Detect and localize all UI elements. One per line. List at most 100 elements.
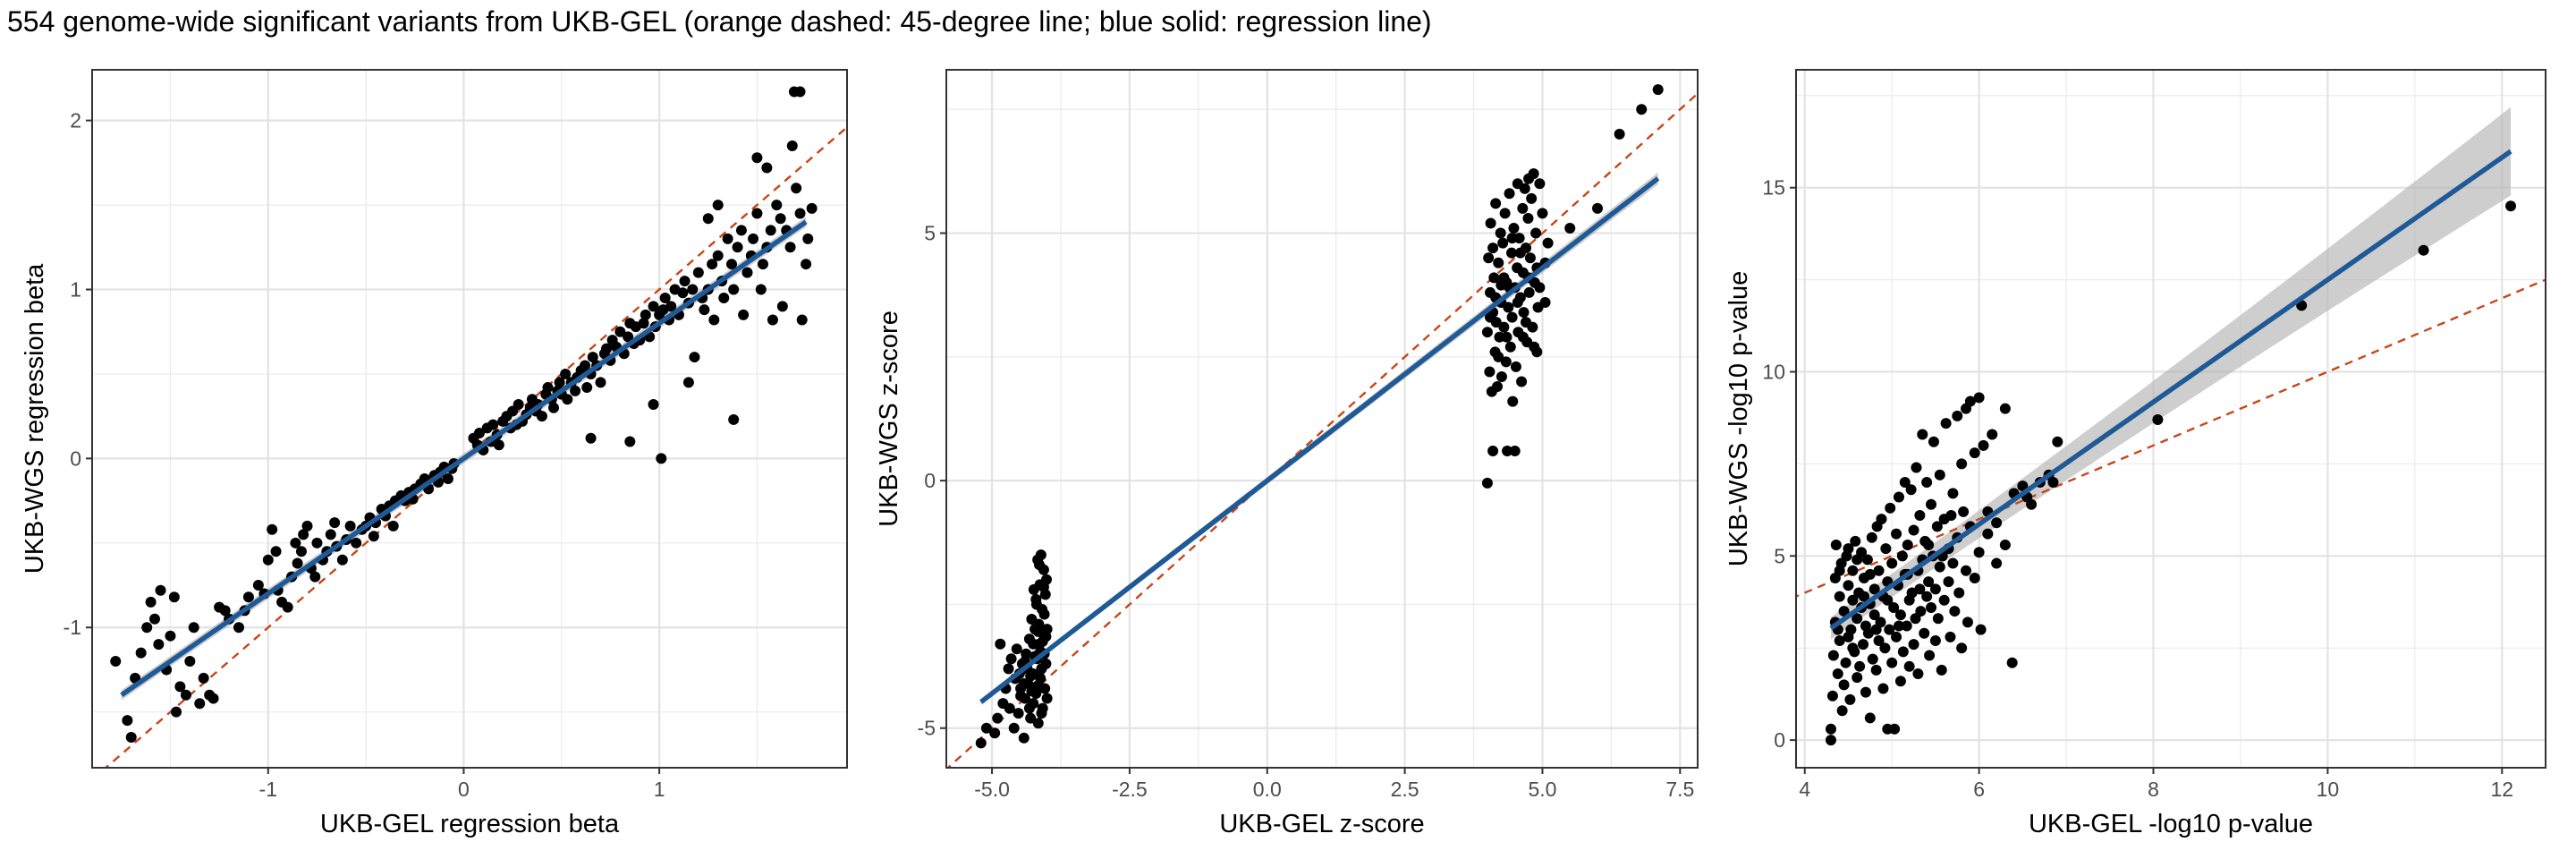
data-point [1033, 668, 1045, 679]
x-tick-label: 6 [1973, 778, 1985, 801]
data-point [141, 622, 153, 634]
y-tick-label: 5 [924, 222, 936, 245]
data-point [1961, 565, 1972, 576]
data-point [801, 259, 812, 270]
data-point [1481, 327, 1493, 338]
data-point [1844, 693, 1856, 705]
data-point [1934, 561, 1945, 573]
data-point [1905, 484, 1917, 496]
data-point [135, 647, 147, 659]
data-point [755, 284, 767, 295]
x-tick-label: -5.0 [974, 778, 1010, 801]
data-point [1534, 282, 1546, 293]
data-point [219, 605, 231, 617]
data-points [975, 84, 1664, 749]
data-point [548, 402, 560, 413]
grid [92, 70, 847, 768]
data-point [728, 284, 740, 295]
data-point [1496, 370, 1507, 382]
data-point [794, 208, 806, 219]
panel-border [945, 69, 1699, 769]
data-point [1885, 502, 1896, 514]
data-point [1929, 634, 1941, 646]
data-point [1517, 202, 1529, 214]
data-point [1899, 477, 1911, 489]
data-point [148, 613, 160, 625]
data-point [1028, 638, 1039, 650]
data-point [1636, 104, 1648, 115]
y-tick-label: 5 [1774, 544, 1785, 567]
data-point [562, 394, 573, 405]
data-point [980, 722, 992, 734]
data-point [1018, 732, 1030, 744]
data-point [1526, 192, 1538, 204]
data-point [1873, 565, 1885, 576]
y-tick-label: 0 [924, 469, 936, 492]
data-point [1512, 297, 1523, 308]
x-tick-label: 0.0 [1253, 778, 1282, 801]
data-point [1903, 660, 1915, 672]
data-point [1921, 591, 1933, 602]
data-point [712, 200, 724, 211]
data-point [336, 554, 348, 566]
data-point [1949, 606, 1961, 617]
data-point [1040, 631, 1052, 642]
data-point [1035, 549, 1046, 561]
data-point [1882, 594, 1894, 606]
data-point [1884, 624, 1895, 635]
data-point [1962, 617, 1973, 628]
data-point [1880, 543, 1892, 555]
data-point [692, 267, 704, 278]
data-point [155, 584, 166, 596]
data-point [1524, 252, 1536, 264]
data-point [1870, 624, 1882, 635]
data-point [648, 301, 659, 312]
data-point [1889, 723, 1901, 735]
data-point [1025, 712, 1037, 724]
data-point [145, 596, 157, 608]
data-point [1879, 642, 1891, 654]
data-point [2052, 436, 2063, 447]
x-axis-title: UKB-GEL -log10 p-value [2029, 810, 2313, 838]
data-point [1521, 317, 1531, 328]
data-point [595, 377, 606, 388]
data-point [722, 233, 733, 244]
data-point [1495, 227, 1506, 239]
data-point [513, 398, 524, 410]
y-tick-label: 0 [70, 447, 81, 470]
data-point [351, 537, 362, 549]
regression-line [1829, 149, 2512, 631]
data-point [1834, 634, 1845, 646]
y-tick-label: -5 [918, 717, 936, 740]
data-point [1864, 568, 1876, 580]
data-point [679, 276, 691, 287]
data-point [601, 343, 613, 354]
data-point [624, 436, 636, 447]
data-point [329, 517, 341, 529]
x-axis-title: UKB-GEL z-score [1219, 810, 1424, 838]
data-point [1840, 657, 1852, 668]
grid [946, 70, 1698, 768]
data-point [1886, 557, 1898, 569]
data-point [1843, 543, 1854, 555]
data-point [689, 352, 700, 363]
data-point [2047, 477, 2059, 489]
data-point [1507, 395, 1519, 407]
data-point [1867, 653, 1878, 665]
data-point [1501, 331, 1513, 343]
data-point [325, 529, 336, 540]
data-point [1506, 233, 1518, 244]
data-point [1522, 212, 1534, 224]
data-point [1973, 392, 1985, 404]
y-axis-title: UKB-WGS z-score [875, 310, 903, 527]
data-point [1534, 178, 1546, 190]
chart-panel-2: -5.0 -2.5 0.0 2.5 5.0 7.5 -5 0 5 UKB-GEL z-score U… [875, 69, 1699, 838]
data-point [1519, 183, 1530, 194]
x-tick-label: 0 [458, 778, 470, 801]
data-point [1945, 631, 1956, 642]
plot-area [1796, 106, 2546, 746]
data-point [1011, 643, 1022, 655]
data-point [1023, 702, 1035, 714]
data-point [1509, 445, 1521, 456]
